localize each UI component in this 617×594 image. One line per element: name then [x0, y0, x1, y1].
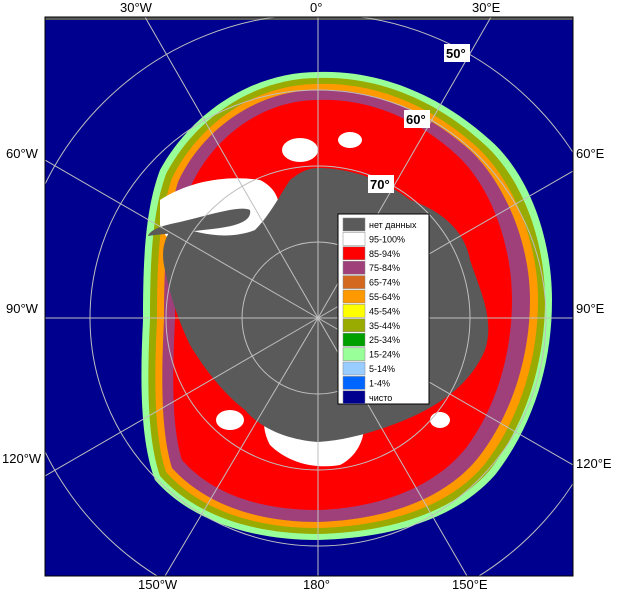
small-ice-patch-4 — [216, 410, 244, 430]
legend-swatch — [342, 332, 366, 347]
legend-swatch — [342, 376, 366, 390]
legend-swatch — [342, 275, 366, 289]
legend-swatch — [342, 217, 366, 232]
map-border — [44, 16, 574, 577]
lon-label-150e: 150°E — [452, 577, 488, 592]
legend-swatch — [342, 361, 366, 376]
lon-label-120w: 120°W — [2, 451, 42, 466]
small-ice-patch-3 — [430, 412, 450, 428]
legend-label: 15-24% — [369, 350, 400, 360]
legend-swatch — [342, 318, 366, 333]
lon-label-0: 0° — [310, 0, 322, 15]
legend-label: 95-100% — [369, 234, 405, 244]
top-strip — [45, 17, 573, 20]
lon-label-90e: 90°E — [576, 301, 605, 316]
legend-label: 55-64% — [369, 292, 400, 302]
legend-label: 35-44% — [369, 321, 400, 331]
legend-label: 25-34% — [369, 335, 400, 345]
small-ice-patch-2 — [338, 132, 362, 148]
lon-label-180: 180° — [303, 577, 330, 592]
lon-label-120e: 120°E — [576, 456, 612, 471]
legend-swatch — [342, 289, 366, 304]
lat-label-50-box: 50° — [444, 44, 470, 62]
legend-label: 45-54% — [369, 306, 400, 316]
antarctic-peninsula — [148, 208, 251, 236]
lat-label-60: 60° — [406, 112, 426, 127]
legend-label: 85-94% — [369, 249, 400, 259]
lat-label-70: 70° — [370, 177, 390, 192]
lon-label-60e: 60°E — [576, 146, 605, 161]
legend-swatch — [342, 390, 366, 405]
legend-label: нет данных — [369, 220, 417, 230]
legend-swatch — [342, 246, 366, 261]
lon-label-30w: 30°W — [120, 0, 153, 15]
lat-label-70-box: 70° — [368, 175, 394, 193]
lon-label-150w: 150°W — [138, 577, 178, 592]
lon-label-60w: 60°W — [6, 146, 39, 161]
legend-label: 5-14% — [369, 364, 395, 374]
lon-label-90w: 90°W — [6, 301, 39, 316]
lon-label-30e: 30°E — [472, 0, 501, 15]
small-ice-patch-1 — [282, 138, 318, 162]
lat-label-60-box: 60° — [404, 110, 430, 128]
legend-label: 1-4% — [369, 378, 390, 388]
legend-swatch — [342, 232, 366, 246]
legend: нет данных 95-100% 85-94% 75-84% 65-74% 55-64… — [337, 213, 430, 405]
legend-swatch — [342, 347, 366, 361]
lat-label-50: 50° — [446, 46, 466, 61]
legend-label: 65-74% — [369, 278, 400, 288]
legend-swatch — [342, 260, 366, 275]
legend-label: чисто — [369, 393, 392, 403]
legend-swatch — [342, 304, 366, 318]
legend-label: 75-84% — [369, 263, 400, 273]
